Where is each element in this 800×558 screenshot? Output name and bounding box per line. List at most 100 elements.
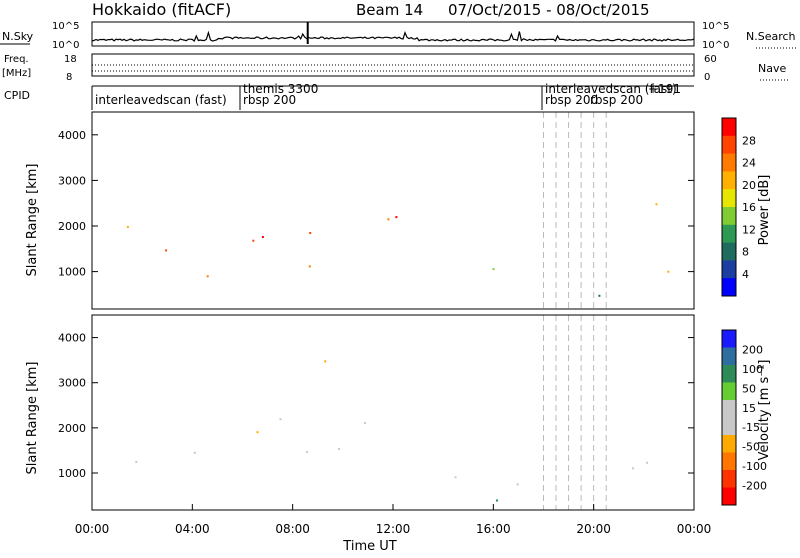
colorbar-swatch bbox=[722, 189, 736, 208]
power-heatmap bbox=[126, 112, 670, 309]
colorbar-swatch bbox=[722, 487, 736, 506]
data-cell bbox=[261, 236, 264, 238]
velocity-y-axis: 1000 2000 3000 4000 bbox=[58, 332, 694, 480]
cpid-program-6: rbsp 200 bbox=[590, 93, 643, 107]
y-tick-label: 1000 bbox=[58, 266, 86, 279]
freq-right-tick-top: 60 bbox=[704, 54, 717, 65]
y-tick-label: 3000 bbox=[58, 174, 86, 187]
colorbar-tick-label: 24 bbox=[742, 157, 756, 170]
time-xlabel: Time UT bbox=[342, 539, 396, 554]
data-cell bbox=[309, 232, 312, 234]
noise-trace bbox=[91, 22, 695, 44]
colorbar-swatch bbox=[722, 242, 736, 261]
freq-left-tick-top: 18 bbox=[64, 54, 77, 65]
y-tick-label: 1000 bbox=[58, 467, 86, 480]
colorbar-tick-label: 50 bbox=[742, 382, 756, 395]
y-tick-label: 2000 bbox=[58, 220, 86, 233]
data-cell bbox=[308, 265, 311, 268]
data-cell bbox=[256, 431, 259, 434]
colorbar-swatch bbox=[722, 153, 736, 172]
data-cell bbox=[646, 461, 649, 464]
noise-left-tick-top: 10^5 bbox=[52, 21, 79, 32]
cpid-panel: CPID interleavedscan (fast) themis 3300 … bbox=[4, 82, 694, 110]
colorbar-swatch bbox=[722, 470, 736, 488]
colorbar-tick-label: -15 bbox=[742, 421, 760, 434]
data-cell bbox=[655, 203, 658, 206]
cpid-program-4: interleavedscan (fast) bbox=[545, 82, 677, 96]
colorbar-tick-label: 12 bbox=[742, 223, 756, 236]
colorbar-frame bbox=[721, 117, 737, 297]
y-tick-label: 3000 bbox=[58, 377, 86, 390]
data-cell bbox=[492, 268, 495, 271]
cpid-label: CPID bbox=[4, 89, 30, 102]
colorbar-tick-label: -50 bbox=[742, 441, 760, 454]
frequency-panel: Freq. [MHz] 18 8 60 0 Nave bbox=[2, 53, 790, 83]
cpid-program-1: interleavedscan (fast) bbox=[95, 93, 227, 107]
noise-right-label: N.Search bbox=[746, 30, 796, 43]
x-tick-label: 00:00 bbox=[75, 522, 110, 536]
data-cell bbox=[305, 451, 308, 454]
beam-label: Beam 14 bbox=[356, 1, 423, 19]
x-tick-label: 04:00 bbox=[175, 522, 210, 536]
data-cell bbox=[279, 418, 282, 421]
noise-right-tick-bottom: 10^0 bbox=[702, 40, 729, 51]
data-cell bbox=[598, 294, 601, 297]
colorbar-tick-label: 28 bbox=[742, 134, 756, 147]
data-cell bbox=[324, 360, 327, 363]
cpid-program-2: themis 3300 bbox=[243, 82, 318, 96]
power-colorbar-label: Power [dB] bbox=[757, 175, 772, 246]
colorbar-swatch bbox=[722, 207, 736, 226]
power-y-axis: 1000 2000 3000 4000 bbox=[58, 129, 694, 279]
colorbar-swatch bbox=[722, 224, 736, 244]
colorbar-swatch bbox=[722, 278, 736, 297]
colorbar-swatch bbox=[722, 171, 736, 190]
power-colorbar: 28 24 20 16 12 8 4 bbox=[721, 117, 756, 297]
freq-label-1: Freq. bbox=[4, 54, 29, 65]
velocity-colorbar-label: Velocity [m s⁻¹] bbox=[757, 360, 772, 461]
data-cell bbox=[364, 422, 366, 425]
noise-sky-line bbox=[91, 30, 695, 42]
colorbar-swatch bbox=[722, 135, 736, 155]
x-tick-label: 00:00 bbox=[677, 522, 712, 536]
y-tick-label: 4000 bbox=[58, 332, 86, 345]
colorbar-swatch bbox=[722, 118, 736, 137]
x-tick-label: 20:00 bbox=[576, 522, 611, 536]
data-cell bbox=[387, 218, 390, 221]
data-cell bbox=[667, 270, 670, 273]
data-cell bbox=[454, 476, 457, 479]
data-cell bbox=[496, 499, 498, 502]
data-cell bbox=[252, 239, 255, 242]
cpid-program-3: rbsp 200 bbox=[243, 93, 296, 107]
freq-right-tick-bottom: 0 bbox=[704, 72, 710, 83]
data-cell bbox=[632, 467, 634, 470]
colorbar-tick-label: 16 bbox=[742, 201, 756, 214]
x-tick-label: 08:00 bbox=[275, 522, 310, 536]
colorbar-swatch bbox=[722, 382, 736, 401]
data-cell bbox=[206, 275, 209, 278]
colorbar-tick-label: 20 bbox=[742, 179, 756, 192]
data-cell bbox=[165, 249, 168, 252]
colorbar-swatch bbox=[722, 365, 736, 383]
y-tick-label: 4000 bbox=[58, 129, 86, 142]
colorbar-swatch bbox=[722, 400, 736, 418]
date-range: 07/Oct/2015 - 08/Oct/2015 bbox=[448, 1, 650, 19]
colorbar-swatch bbox=[722, 435, 736, 453]
freq-label-2: [MHz] bbox=[2, 68, 31, 79]
noise-panel: N.Sky 10^5 10^0 10^5 10^0 N.Search bbox=[0, 21, 796, 51]
nave-label: Nave bbox=[758, 62, 786, 75]
colorbar-tick-label: 8 bbox=[742, 246, 749, 259]
power-panel: 1000 2000 3000 4000 Slant Range [km] 28 24 20… bbox=[25, 111, 772, 310]
power-ylabel: Slant Range [km] bbox=[25, 164, 40, 277]
colorbar-swatch bbox=[722, 417, 736, 436]
velocity-ylabel: Slant Range [km] bbox=[25, 362, 40, 475]
data-cell bbox=[193, 451, 196, 454]
y-tick-label: 2000 bbox=[58, 422, 86, 435]
x-tick-label: 12:00 bbox=[376, 522, 411, 536]
freq-left-tick-bottom: 8 bbox=[66, 72, 72, 83]
velocity-panel: 1000 2000 3000 4000 Slant Range [km] 200 100… bbox=[25, 314, 772, 554]
data-cell bbox=[338, 447, 340, 450]
colorbar-swatch bbox=[722, 452, 736, 471]
data-cell bbox=[516, 483, 519, 486]
colorbar-tick-label: -200 bbox=[742, 480, 767, 493]
